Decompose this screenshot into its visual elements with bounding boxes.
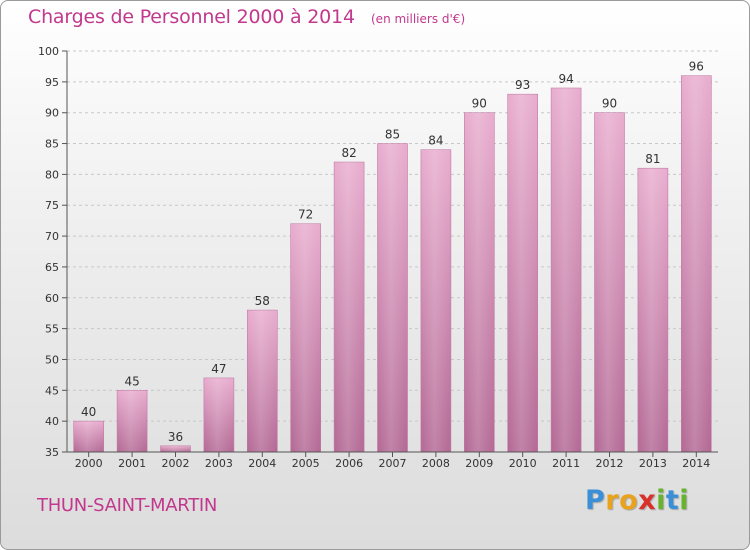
bar-shine — [637, 168, 668, 452]
bar-value-label: 96 — [689, 60, 704, 74]
y-tick-label: 100 — [38, 45, 59, 58]
logo-letter: i — [656, 485, 666, 516]
x-tick-label: 2001 — [118, 457, 146, 470]
x-tick-label: 2002 — [162, 457, 190, 470]
logo-letter: t — [665, 485, 680, 516]
x-tick-label: 2004 — [248, 457, 276, 470]
bar-value-label: 45 — [124, 374, 139, 388]
bar-value-label: 90 — [602, 97, 617, 111]
logo-letter: r — [605, 485, 620, 516]
y-tick-label: 90 — [45, 107, 59, 120]
bar-value-label: 40 — [81, 405, 96, 419]
bar-shine — [681, 75, 712, 452]
x-tick-label: 2011 — [552, 457, 580, 470]
commune-name: THUN-SAINT-MARTIN — [37, 495, 218, 516]
bar-value-label: 58 — [255, 294, 270, 308]
y-tick-label: 35 — [45, 446, 59, 459]
x-tick-label: 2014 — [682, 457, 710, 470]
bar-shine — [551, 88, 582, 452]
chart-subtitle: (en milliers d'€) — [371, 12, 466, 26]
y-tick-label: 85 — [45, 138, 59, 151]
bar-shine — [377, 143, 408, 453]
x-tick-label: 2007 — [379, 457, 407, 470]
y-tick-label: 40 — [45, 415, 59, 428]
bar-shine — [507, 94, 538, 452]
x-tick-label: 2005 — [292, 457, 320, 470]
bar-value-label: 85 — [385, 128, 400, 142]
x-tick-label: 2013 — [639, 457, 667, 470]
y-tick-label: 45 — [45, 384, 59, 397]
x-tick-label: 2000 — [75, 457, 103, 470]
x-tick-label: 2010 — [509, 457, 537, 470]
bar-value-label: 93 — [515, 78, 530, 92]
x-tick-label: 2008 — [422, 457, 450, 470]
bar-value-label: 84 — [428, 134, 443, 148]
y-tick-label: 50 — [45, 353, 59, 366]
y-tick-label: 80 — [45, 168, 59, 181]
bar-shine — [203, 377, 234, 452]
bar-value-label: 82 — [341, 146, 356, 160]
bar-value-label: 90 — [472, 97, 487, 111]
logo-letter: P — [585, 485, 606, 516]
logo-letter: i — [679, 485, 690, 516]
x-tick-label: 2003 — [205, 457, 233, 470]
bar-shine — [160, 445, 191, 452]
bar-value-label: 47 — [211, 362, 226, 376]
y-tick-label: 95 — [45, 76, 59, 89]
bar-value-label: 36 — [168, 430, 183, 444]
bar-shine — [247, 310, 278, 452]
logo-letter: x — [638, 485, 657, 516]
x-tick-label: 2009 — [465, 457, 493, 470]
x-tick-label: 2006 — [335, 457, 363, 470]
bar-value-label: 72 — [298, 208, 313, 222]
y-tick-label: 65 — [45, 261, 59, 274]
chart-title: Charges de Personnel 2000 à 2014 — [28, 6, 355, 28]
y-tick-label: 60 — [45, 292, 59, 305]
y-tick-label: 55 — [45, 323, 59, 336]
x-tick-label: 2012 — [596, 457, 624, 470]
bar-shine — [464, 112, 495, 452]
bar-value-label: 81 — [645, 152, 660, 166]
bar-value-label: 94 — [558, 72, 573, 86]
bar-shine — [420, 149, 451, 452]
bar-shine — [594, 112, 625, 452]
logo-letter: o — [619, 485, 639, 516]
bar-shine — [73, 421, 104, 452]
bar-shine — [117, 390, 148, 452]
y-tick-label: 70 — [45, 230, 59, 243]
proxiti-logo: Proxiti — [585, 485, 689, 516]
bar-shine — [290, 223, 321, 452]
bar-shine — [334, 162, 365, 453]
y-tick-label: 75 — [45, 199, 59, 212]
